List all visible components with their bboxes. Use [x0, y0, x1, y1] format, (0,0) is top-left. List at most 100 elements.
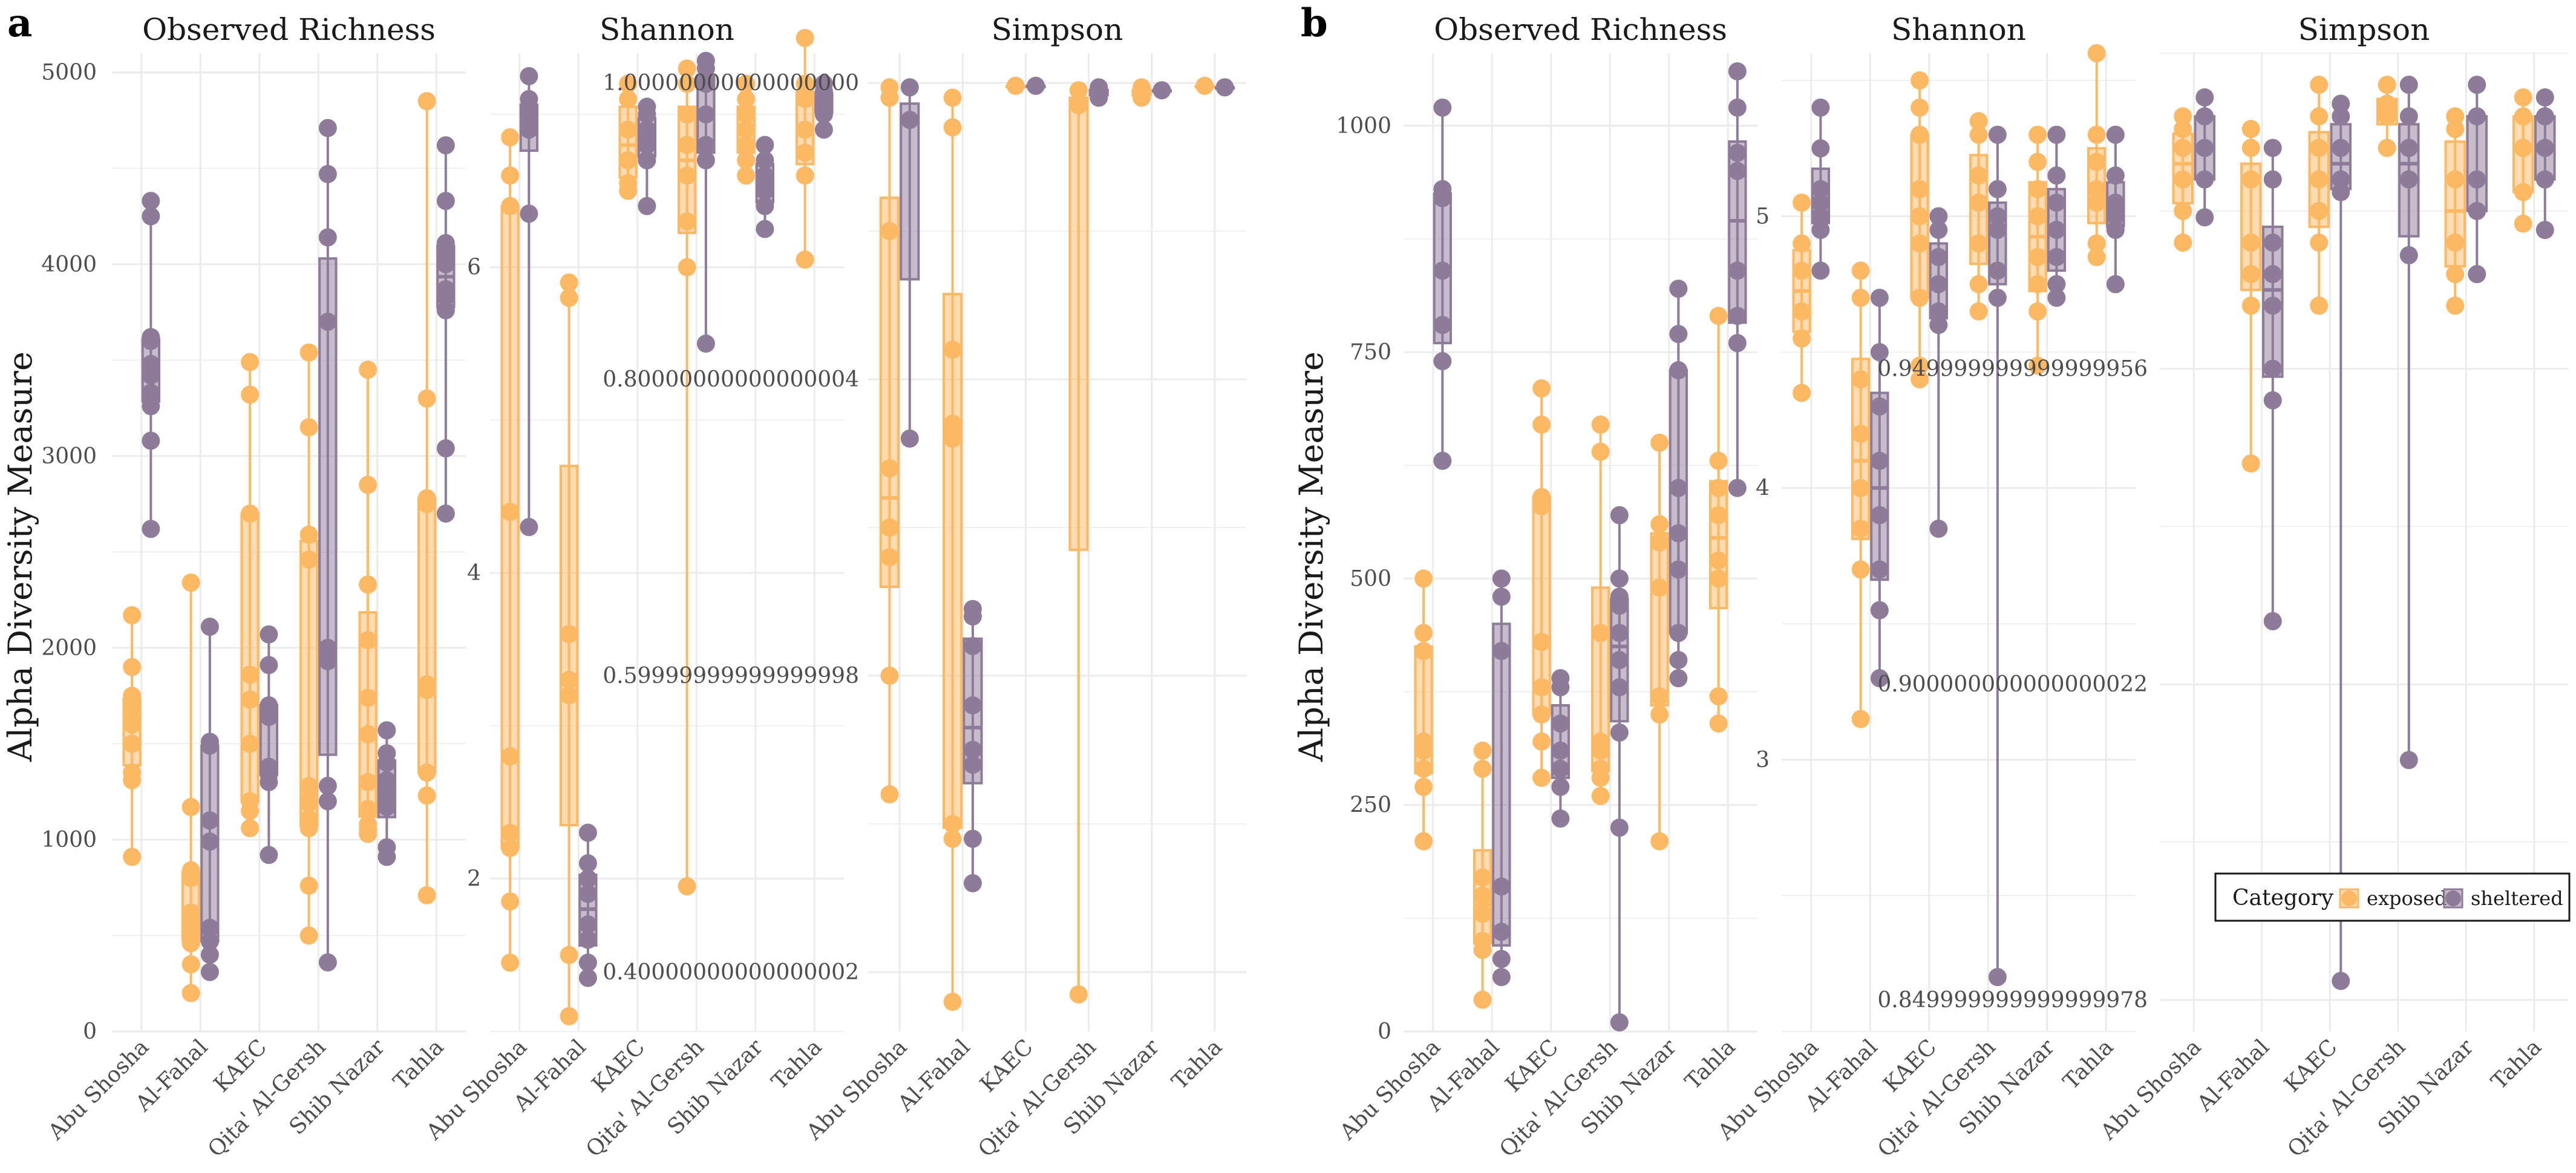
point-exposed	[2446, 296, 2465, 315]
point-exposed	[678, 59, 696, 78]
point-exposed	[943, 88, 962, 107]
point-exposed	[181, 903, 200, 922]
point-exposed	[241, 792, 260, 811]
box-exposed	[1792, 194, 1811, 402]
point-exposed	[560, 273, 578, 292]
legend-box	[2214, 872, 2571, 922]
point-sheltered	[638, 97, 656, 116]
box-sheltered	[1988, 125, 2007, 987]
point-exposed	[1414, 759, 1433, 778]
point-sheltered	[2195, 139, 2214, 157]
point-exposed	[1793, 384, 1811, 402]
point-sheltered	[2535, 107, 2554, 126]
point-sheltered	[318, 777, 337, 796]
point-sheltered	[436, 279, 455, 298]
point-exposed	[737, 166, 756, 185]
point-sheltered	[1152, 81, 1171, 100]
box-exposed	[1131, 78, 1152, 107]
box-exposed	[2308, 76, 2330, 315]
point-exposed	[1414, 569, 1433, 588]
legend-label-exposed: exposed	[2367, 887, 2447, 910]
point-exposed	[299, 551, 318, 569]
point-exposed	[619, 74, 638, 93]
point-sheltered	[1988, 968, 2007, 987]
point-exposed	[1414, 642, 1433, 661]
point-exposed	[2446, 120, 2465, 139]
point-exposed	[880, 667, 899, 685]
x-tick-label: Tahla	[2486, 1034, 2546, 1094]
point-sheltered	[1811, 207, 1830, 226]
point-exposed	[1414, 732, 1433, 751]
point-sheltered	[2535, 221, 2554, 240]
x-tick-label: Tahla	[1167, 1034, 1227, 1094]
point-exposed	[2310, 296, 2329, 315]
point-sheltered	[200, 811, 219, 830]
facet-a-0: 0 1000 2000 3000 4000 5000 Observed Richness Ab…	[41, 12, 466, 1162]
point-sheltered	[1610, 506, 1629, 524]
box-exposed	[299, 343, 319, 945]
point-exposed	[560, 686, 578, 705]
point-sheltered	[1811, 194, 1830, 212]
point-exposed	[1414, 777, 1433, 796]
y-tick-label: 4	[1756, 476, 1770, 501]
point-exposed	[796, 90, 814, 108]
point-exposed	[123, 763, 142, 782]
point-exposed	[2028, 207, 2047, 226]
point-sheltered	[1669, 669, 1688, 688]
point-exposed	[678, 166, 696, 185]
point-exposed	[2241, 454, 2260, 473]
x-tick-label: Tahla	[767, 1034, 827, 1094]
box-body-exposed	[417, 497, 437, 774]
box-sheltered	[2047, 125, 2066, 307]
y-tick-label: 0	[83, 1019, 97, 1044]
point-exposed	[359, 631, 378, 650]
point-sheltered	[378, 744, 396, 763]
point-exposed	[299, 794, 318, 812]
point-exposed	[1650, 687, 1669, 706]
box-body-exposed	[1851, 358, 1871, 540]
point-exposed	[1709, 714, 1728, 733]
point-exposed	[796, 28, 814, 47]
box-exposed	[560, 273, 579, 1025]
point-exposed	[1793, 329, 1811, 348]
point-sheltered	[1492, 569, 1511, 588]
point-exposed	[1473, 868, 1492, 887]
point-exposed	[241, 353, 260, 371]
point-exposed	[1969, 234, 1988, 253]
point-sheltered	[756, 197, 774, 215]
point-sheltered	[1027, 76, 1045, 95]
box-sheltered	[141, 192, 160, 538]
point-exposed	[2378, 107, 2396, 126]
point-exposed	[796, 250, 814, 269]
box-body-sheltered	[2466, 115, 2488, 212]
point-sheltered	[2047, 220, 2066, 239]
box-sheltered	[900, 78, 920, 448]
point-sheltered	[318, 165, 337, 183]
box-sheltered	[578, 823, 598, 987]
point-sheltered	[2332, 94, 2350, 113]
point-exposed	[501, 838, 520, 857]
point-sheltered	[963, 696, 982, 714]
point-exposed	[880, 548, 899, 566]
point-exposed	[2087, 152, 2106, 171]
box-sheltered	[318, 119, 338, 972]
point-sheltered	[2332, 170, 2350, 189]
box-sheltered	[1551, 669, 1570, 828]
point-sheltered	[2106, 220, 2125, 239]
box-sheltered	[1870, 289, 1889, 688]
point-exposed	[1851, 520, 1870, 538]
x-tick-label: Tahla	[2059, 1034, 2119, 1094]
point-exposed	[299, 777, 318, 796]
point-exposed	[2028, 356, 2047, 375]
point-exposed	[299, 877, 318, 895]
point-exposed	[1851, 560, 1870, 579]
box-sheltered	[519, 67, 539, 537]
point-sheltered	[2263, 265, 2282, 284]
point-exposed	[1591, 442, 1610, 461]
y-tick-label: 5	[1756, 204, 1770, 229]
point-exposed	[1650, 832, 1669, 851]
box-sheltered	[1025, 76, 1046, 95]
point-sheltered	[1669, 651, 1688, 670]
point-exposed	[2310, 201, 2329, 220]
box-exposed	[1414, 569, 1433, 851]
